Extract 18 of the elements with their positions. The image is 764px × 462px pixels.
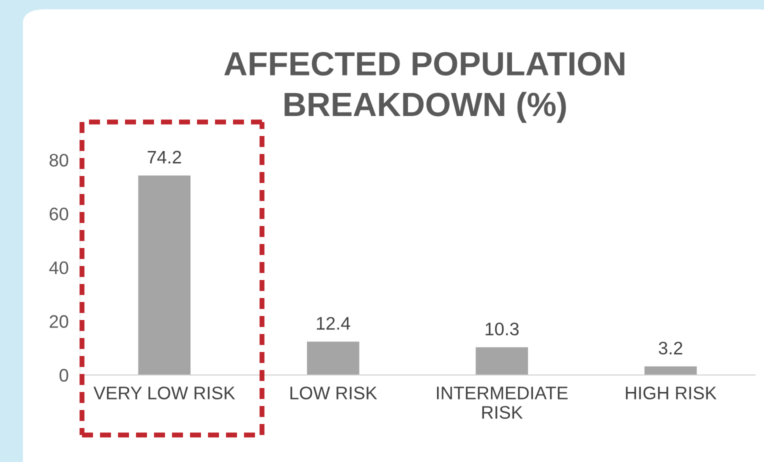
- y-tick-label: 60: [50, 208, 68, 220]
- x-tick-label: INTERMEDIATE RISK: [437, 386, 568, 419]
- bar: [306, 342, 360, 375]
- data-label: 74.2: [148, 150, 182, 164]
- x-tick-label: VERY LOW RISK: [94, 386, 236, 400]
- bar: [644, 366, 697, 375]
- bar: [138, 175, 191, 375]
- y-tick-label: 80: [50, 154, 68, 167]
- data-label: 12.4: [316, 316, 350, 330]
- y-tick-label: 0: [60, 368, 68, 382]
- x-tick-label: HIGH RISK: [626, 386, 717, 400]
- data-label: 10.3: [486, 322, 519, 336]
- y-tick-label: 40: [49, 261, 68, 274]
- x-tick-label: LOW RISK: [290, 386, 378, 400]
- y-tick-label: 20: [50, 315, 68, 328]
- bar: [476, 347, 528, 375]
- data-label: 3.2: [658, 342, 682, 354]
- chart-title: AFFECTED POPULATION BREAKDOWN (%): [224, 52, 624, 123]
